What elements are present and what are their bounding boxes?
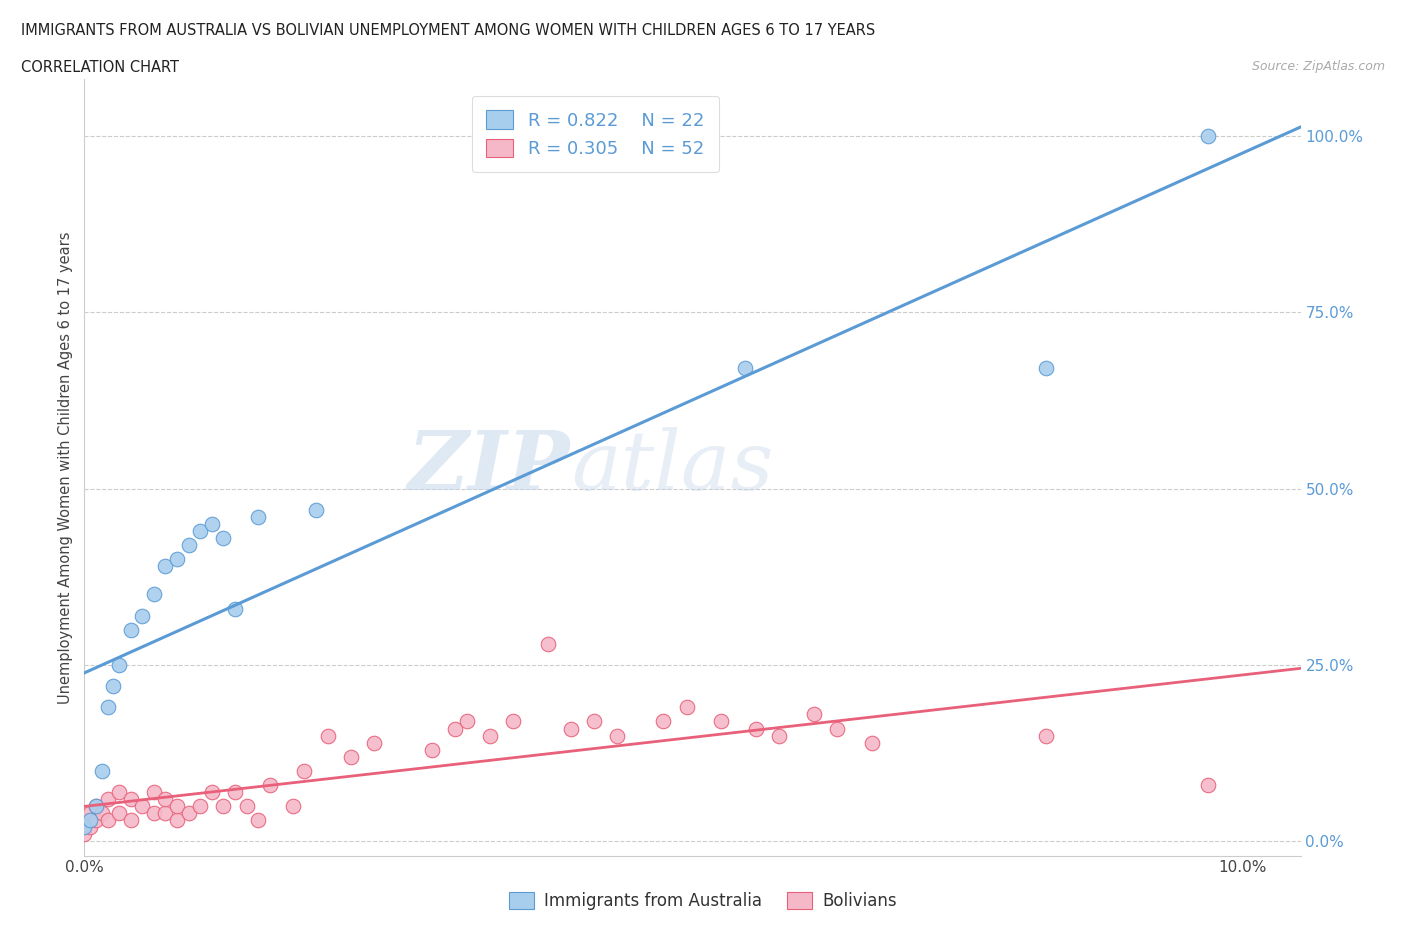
Point bbox=[73, 813, 96, 828]
Point bbox=[1035, 361, 1057, 376]
Point bbox=[652, 714, 675, 729]
Point bbox=[224, 601, 246, 616]
Point bbox=[710, 714, 733, 729]
Point bbox=[177, 538, 200, 552]
Point bbox=[1035, 728, 1057, 743]
Point bbox=[768, 728, 790, 743]
Point bbox=[108, 658, 131, 672]
Point bbox=[96, 700, 118, 715]
Point bbox=[478, 728, 501, 743]
Point bbox=[142, 805, 165, 820]
Point bbox=[84, 799, 107, 814]
Text: Source: ZipAtlas.com: Source: ZipAtlas.com bbox=[1251, 60, 1385, 73]
Point bbox=[305, 502, 328, 517]
Point bbox=[79, 820, 101, 835]
Point bbox=[155, 559, 177, 574]
Point bbox=[339, 750, 361, 764]
Point bbox=[235, 799, 257, 814]
Text: ZIP: ZIP bbox=[408, 427, 571, 508]
Point bbox=[155, 805, 177, 820]
Point bbox=[166, 813, 188, 828]
Point bbox=[84, 813, 107, 828]
Point bbox=[108, 805, 131, 820]
Y-axis label: Unemployment Among Women with Children Ages 6 to 17 years: Unemployment Among Women with Children A… bbox=[58, 231, 73, 704]
Point bbox=[212, 530, 235, 545]
Point bbox=[201, 785, 224, 800]
Point bbox=[860, 736, 883, 751]
Point bbox=[560, 721, 582, 736]
Point bbox=[363, 736, 385, 751]
Point bbox=[212, 799, 235, 814]
Point bbox=[73, 820, 96, 835]
Point bbox=[247, 510, 270, 525]
Point bbox=[166, 551, 188, 566]
Point bbox=[79, 813, 101, 828]
Point bbox=[120, 791, 142, 806]
Point bbox=[675, 700, 697, 715]
Point bbox=[224, 785, 246, 800]
Point bbox=[247, 813, 270, 828]
Point bbox=[120, 622, 142, 637]
Point bbox=[120, 813, 142, 828]
Point bbox=[734, 361, 756, 376]
Point bbox=[281, 799, 304, 814]
Point bbox=[142, 785, 165, 800]
Point bbox=[142, 587, 165, 602]
Text: CORRELATION CHART: CORRELATION CHART bbox=[21, 60, 179, 75]
Point bbox=[79, 805, 101, 820]
Point bbox=[73, 827, 96, 842]
Point bbox=[131, 608, 153, 623]
Point bbox=[444, 721, 467, 736]
Text: atlas: atlas bbox=[571, 427, 773, 508]
Point bbox=[90, 764, 112, 778]
Point bbox=[108, 785, 131, 800]
Point bbox=[259, 777, 281, 792]
Point bbox=[177, 805, 200, 820]
Point bbox=[103, 679, 125, 694]
Point bbox=[1197, 128, 1219, 143]
Point bbox=[582, 714, 605, 729]
Point bbox=[606, 728, 628, 743]
Point bbox=[188, 524, 211, 538]
Point bbox=[456, 714, 478, 729]
Point bbox=[84, 799, 107, 814]
Point bbox=[155, 791, 177, 806]
Point bbox=[96, 791, 118, 806]
Point bbox=[316, 728, 339, 743]
Point bbox=[502, 714, 524, 729]
Point bbox=[294, 764, 316, 778]
Point bbox=[825, 721, 848, 736]
Point bbox=[90, 805, 112, 820]
Legend: Immigrants from Australia, Bolivians: Immigrants from Australia, Bolivians bbox=[502, 885, 904, 917]
Point bbox=[1197, 777, 1219, 792]
Point bbox=[803, 707, 825, 722]
Text: IMMIGRANTS FROM AUSTRALIA VS BOLIVIAN UNEMPLOYMENT AMONG WOMEN WITH CHILDREN AGE: IMMIGRANTS FROM AUSTRALIA VS BOLIVIAN UN… bbox=[21, 23, 876, 38]
Legend: R = 0.822    N = 22, R = 0.305    N = 52: R = 0.822 N = 22, R = 0.305 N = 52 bbox=[472, 96, 718, 172]
Point bbox=[745, 721, 768, 736]
Point bbox=[201, 516, 224, 531]
Point bbox=[188, 799, 211, 814]
Point bbox=[96, 813, 118, 828]
Point bbox=[166, 799, 188, 814]
Point bbox=[537, 636, 560, 651]
Point bbox=[131, 799, 153, 814]
Point bbox=[420, 742, 443, 757]
